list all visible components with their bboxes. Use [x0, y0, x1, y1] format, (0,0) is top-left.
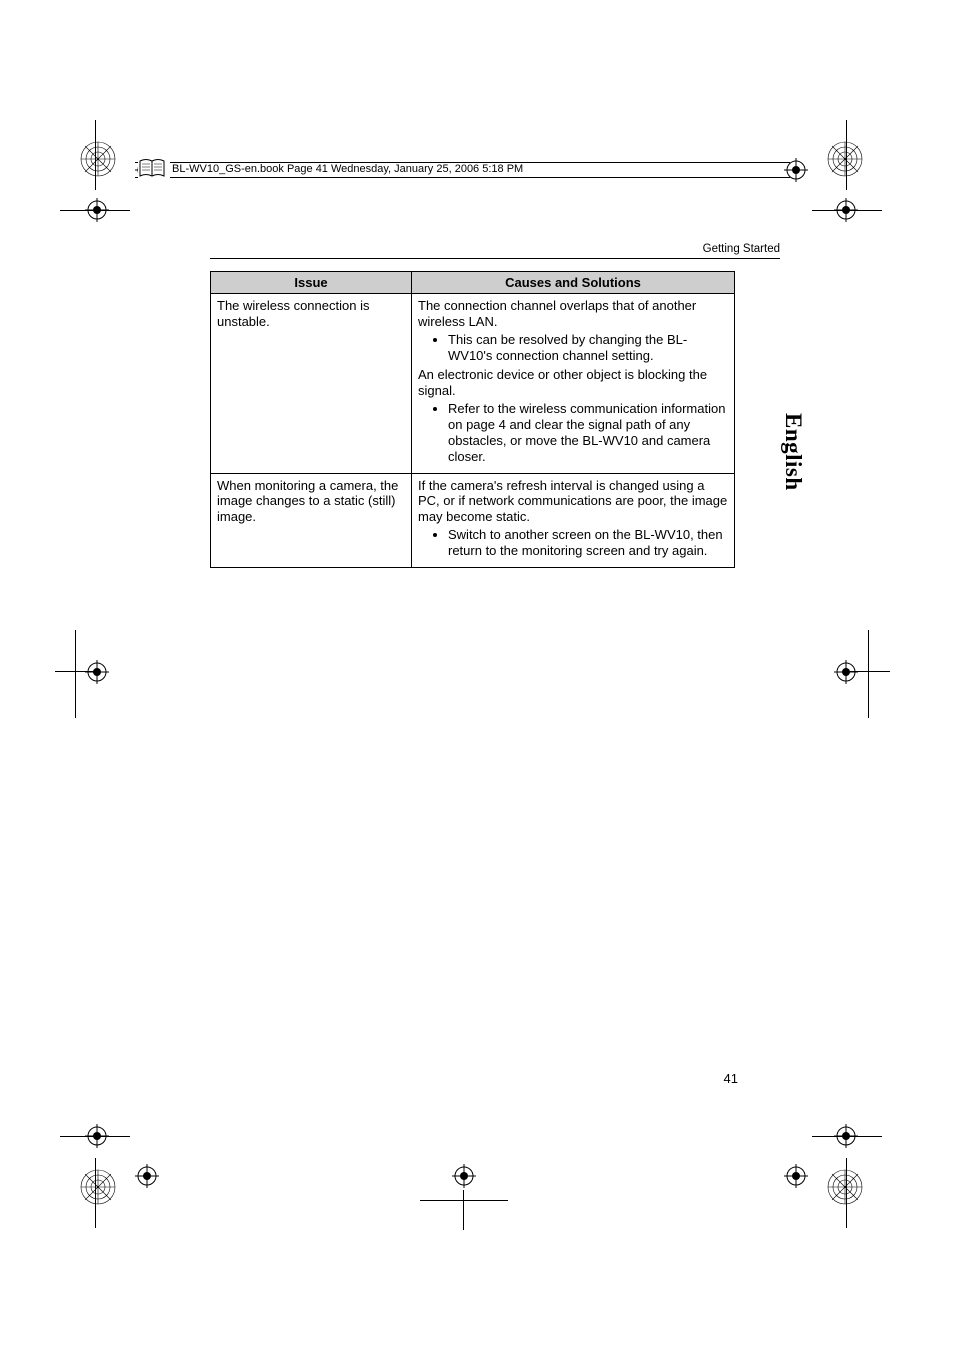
registration-target-icon — [784, 1164, 808, 1188]
registration-target-icon — [135, 1164, 159, 1188]
page-header-text: BL-WV10_GS-en.book Page 41 Wednesday, Ja… — [172, 163, 527, 175]
solution-bullet-list: Switch to another screen on the BL-WV10,… — [418, 527, 728, 559]
crop-line — [95, 120, 96, 190]
crop-line — [420, 1200, 508, 1201]
content-area: Getting Started Issue Causes and Solutio… — [210, 243, 780, 568]
crop-line — [850, 671, 890, 672]
page-number: 41 — [724, 1071, 738, 1086]
registration-target-icon — [85, 1124, 109, 1148]
troubleshooting-table: Issue Causes and Solutions The wireless … — [210, 271, 735, 568]
table-header-solutions: Causes and Solutions — [412, 272, 735, 294]
solution-bullet: This can be resolved by changing the BL-… — [448, 332, 728, 364]
registration-target-icon — [834, 198, 858, 222]
solution-bullet: Switch to another screen on the BL-WV10,… — [448, 527, 728, 559]
solution-bullet: Refer to the wireless communication info… — [448, 401, 728, 464]
solution-paragraph: An electronic device or other object is … — [418, 367, 728, 399]
solution-cell: If the camera's refresh interval is chan… — [412, 473, 735, 567]
book-icon — [138, 158, 170, 185]
registration-target-icon — [452, 1164, 476, 1188]
issue-cell: The wireless connection is unstable. — [211, 294, 412, 474]
running-rule — [210, 258, 780, 259]
registration-target-icon — [834, 1124, 858, 1148]
crop-line — [463, 1190, 464, 1230]
crop-line — [846, 120, 847, 190]
rosette-icon — [826, 140, 864, 178]
table-row: When monitoring a camera, the image chan… — [211, 473, 735, 567]
registration-target-icon — [85, 198, 109, 222]
crop-line — [846, 1158, 847, 1228]
rosette-icon — [79, 140, 117, 178]
rosette-icon — [826, 1168, 864, 1206]
solution-paragraph: If the camera's refresh interval is chan… — [418, 478, 728, 526]
solution-paragraph: The connection channel overlaps that of … — [418, 298, 728, 330]
language-tab: English — [780, 413, 806, 491]
crop-line — [75, 630, 76, 718]
issue-cell: When monitoring a camera, the image chan… — [211, 473, 412, 567]
table-header-issue: Issue — [211, 272, 412, 294]
solution-bullet-list: This can be resolved by changing the BL-… — [418, 332, 728, 364]
rosette-icon — [79, 1168, 117, 1206]
solution-cell: The connection channel overlaps that of … — [412, 294, 735, 474]
table-row: The wireless connection is unstable.The … — [211, 294, 735, 474]
crop-line — [868, 630, 869, 718]
solution-bullet-list: Refer to the wireless communication info… — [418, 401, 728, 464]
running-head: Getting Started — [210, 243, 780, 255]
registration-target-icon — [85, 660, 109, 684]
registration-target-icon — [834, 660, 858, 684]
crop-line — [95, 1158, 96, 1228]
